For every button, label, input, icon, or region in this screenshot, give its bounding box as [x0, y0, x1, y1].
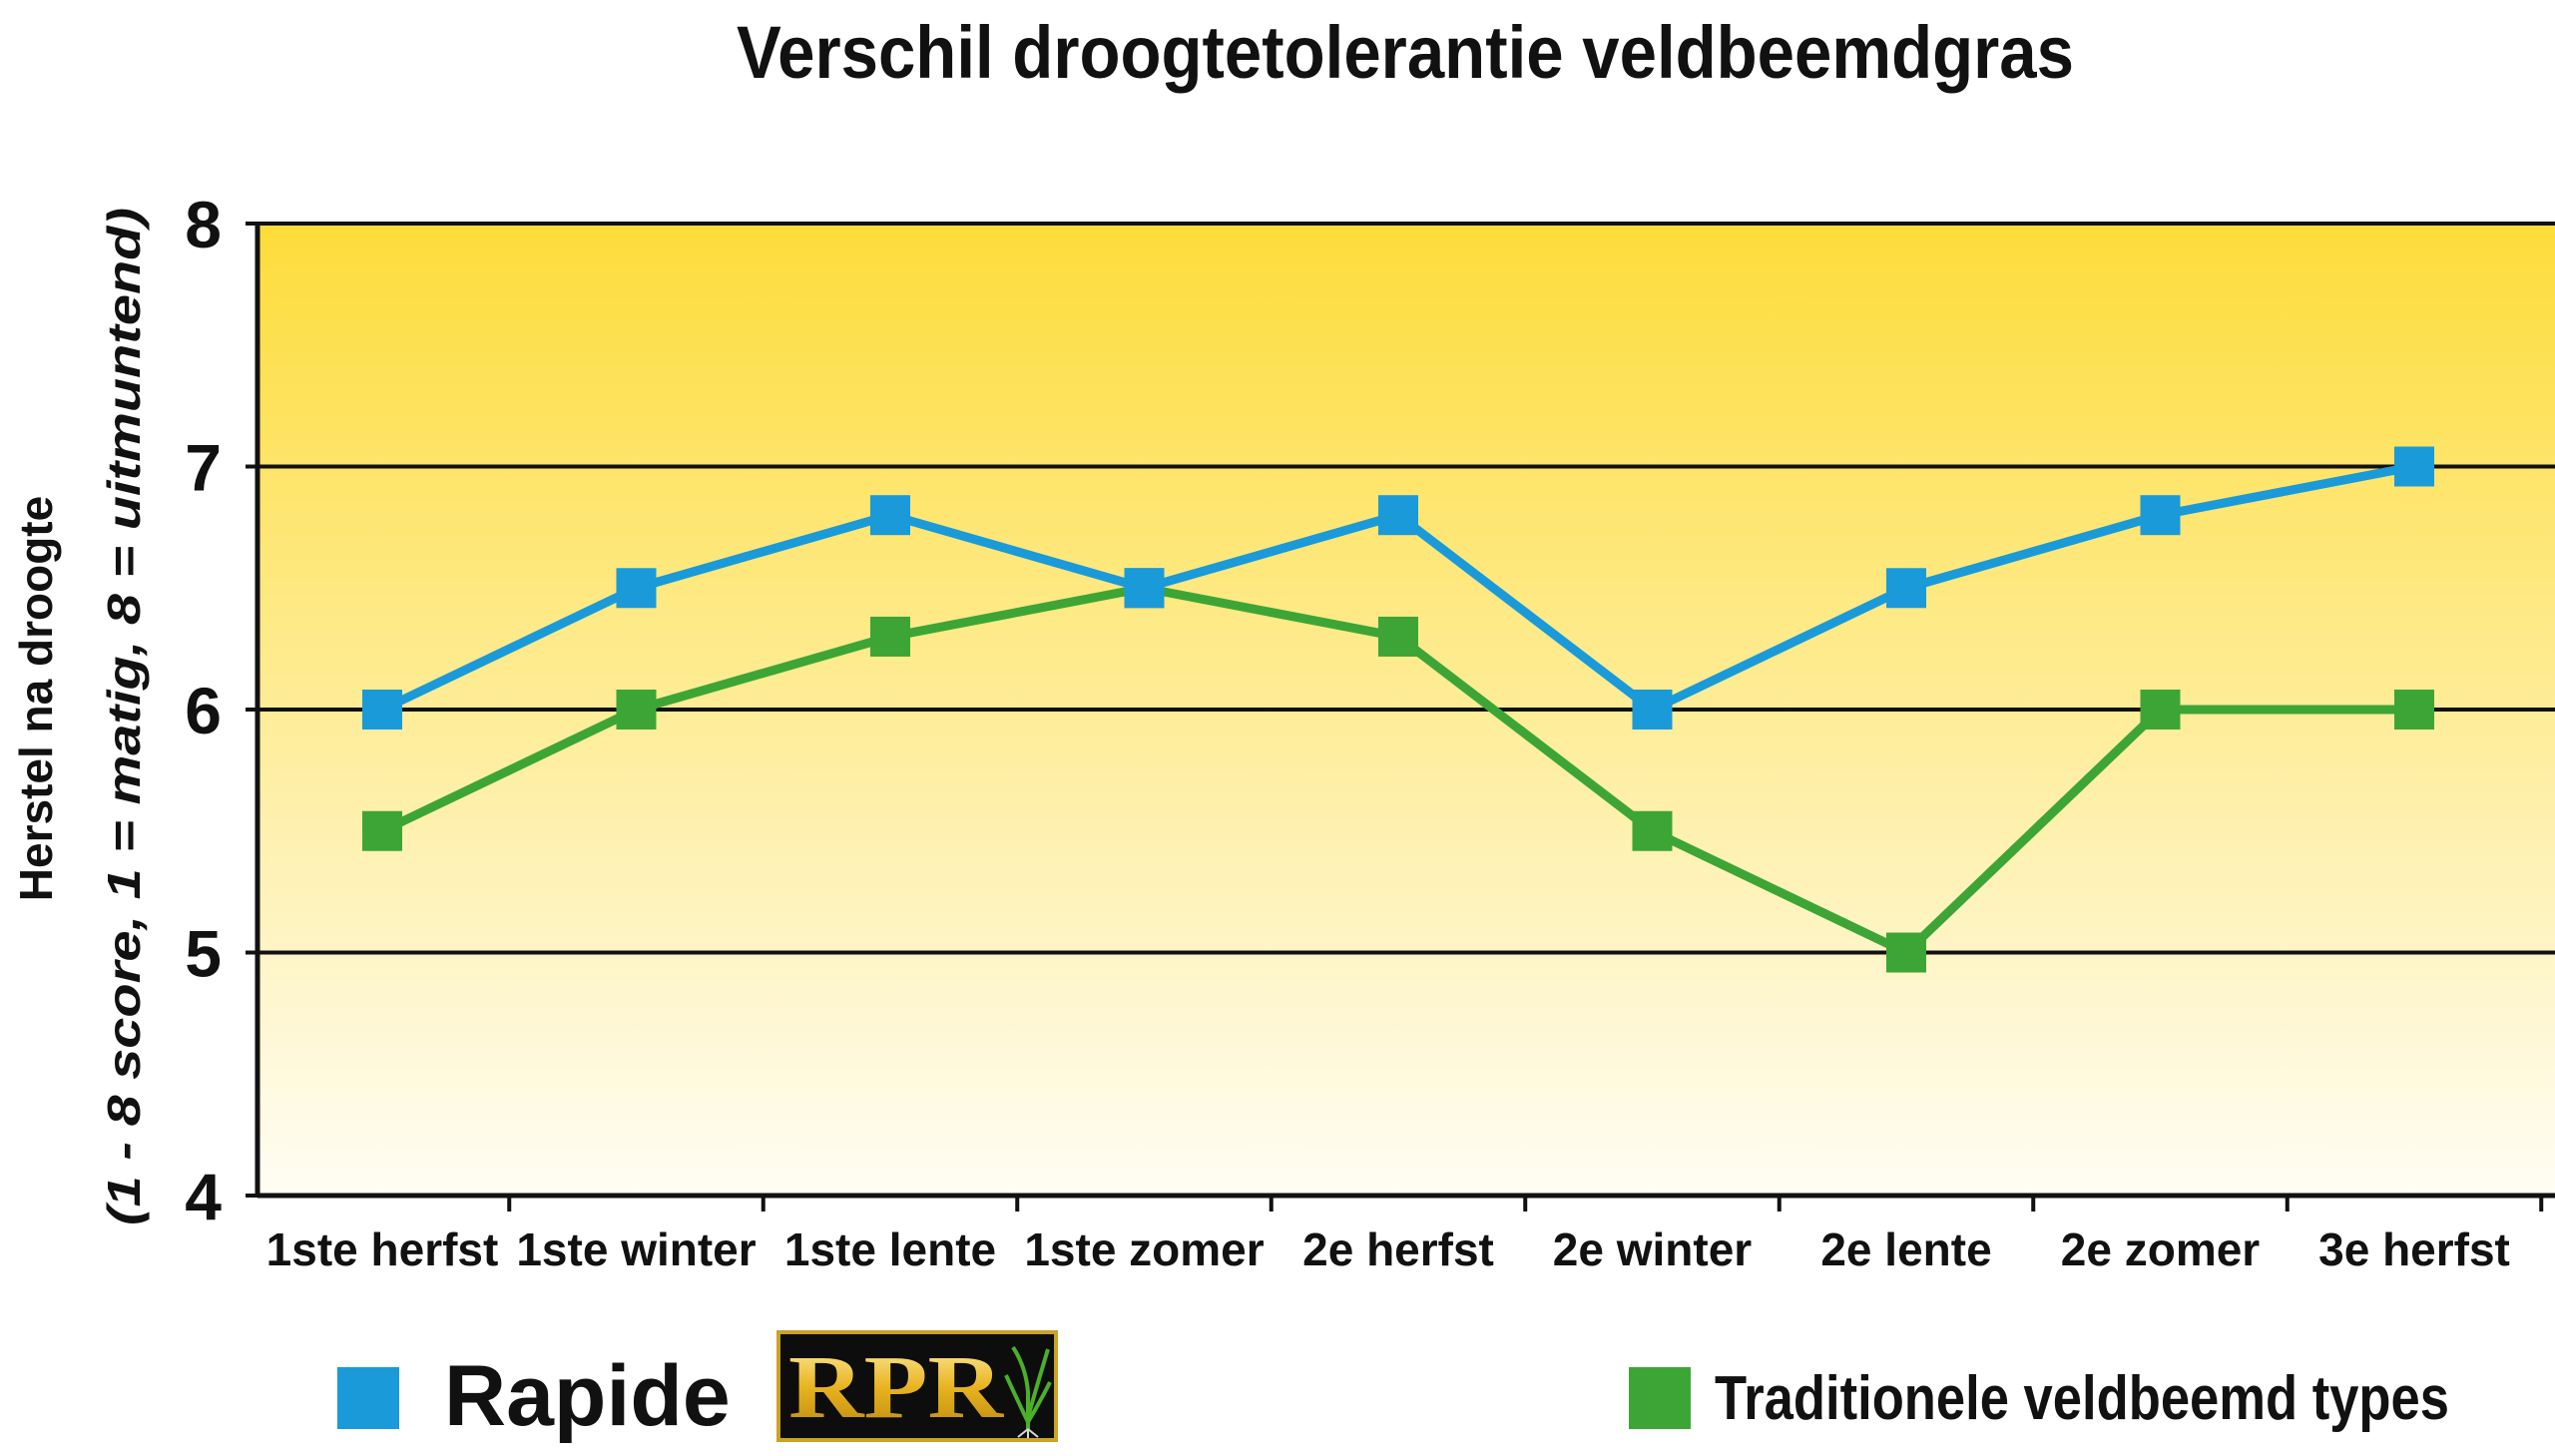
- data-point-rapide: [2394, 446, 2434, 487]
- legend-label-traditional: Traditionele veldbeemd types: [1715, 1364, 2449, 1433]
- data-point-traditionele-veldbeemd-types: [362, 810, 402, 851]
- data-point-rapide: [362, 690, 402, 729]
- y-ticks: 4 5 6 7 8: [185, 188, 257, 1233]
- x-tick-label: 1ste zomer: [1024, 1223, 1264, 1275]
- data-point-traditionele-veldbeemd-types: [870, 616, 910, 657]
- data-point-traditionele-veldbeemd-types: [2394, 690, 2434, 729]
- data-point-traditionele-veldbeemd-types: [1886, 932, 1926, 973]
- rpr-logo-text: RPR: [788, 1338, 1004, 1437]
- data-point-rapide: [1632, 690, 1673, 729]
- legend-label-rapide: Rapide: [444, 1348, 731, 1444]
- grass-icon: [1004, 1345, 1052, 1429]
- y-axis-label: Herstel na droogte: [10, 496, 62, 901]
- data-point-traditionele-veldbeemd-types: [2140, 690, 2181, 729]
- data-point-rapide: [870, 495, 910, 536]
- data-point-rapide: [1886, 568, 1926, 609]
- legend: Rapide RPR Traditionele veldbeemd types: [337, 1330, 2449, 1444]
- x-tick-label: 2e winter: [1553, 1223, 1753, 1275]
- y-tick-label: 6: [185, 674, 222, 747]
- series-rapide: [362, 446, 2434, 729]
- x-tick-label: 2e zomer: [2061, 1223, 2261, 1275]
- y-tick-label: 7: [185, 431, 222, 505]
- data-point-rapide: [2140, 495, 2181, 536]
- series-traditionele-veldbeemd-types: [362, 568, 2434, 973]
- data-point-traditionele-veldbeemd-types: [616, 690, 657, 729]
- rpr-logo: RPR: [776, 1330, 1058, 1442]
- data-point-rapide: [1378, 495, 1418, 536]
- legend-swatch-traditional: [1629, 1367, 1691, 1429]
- x-tick-label: 1ste lente: [784, 1223, 996, 1275]
- data-point-traditionele-veldbeemd-types: [1378, 616, 1418, 657]
- y-axis-sublabel: (1 - 8 score, 1 = matig, 8 = uitmuntend): [98, 208, 150, 1225]
- roots-icon: [1017, 1428, 1039, 1438]
- chart-title: Verschil droogtetolerantie veldbeemdgras: [737, 11, 2074, 94]
- x-ticks: 1ste herfst 1ste winter 1ste lente 1ste zom…: [266, 1196, 2544, 1275]
- data-point-rapide: [1124, 568, 1165, 609]
- y-tick-label: 8: [185, 188, 222, 261]
- x-tick-label: 2e lente: [1820, 1223, 1991, 1275]
- legend-swatch-rapide: [337, 1367, 399, 1429]
- y-tick-label: 5: [185, 917, 222, 991]
- y-tick-label: 4: [185, 1160, 222, 1233]
- series: [362, 446, 2434, 973]
- x-tick-label: 2e herfst: [1302, 1223, 1494, 1275]
- x-tick-label: 3e herfst: [2318, 1223, 2510, 1275]
- data-point-rapide: [616, 568, 657, 609]
- data-point-traditionele-veldbeemd-types: [1632, 810, 1673, 851]
- x-tick-label: 1ste winter: [516, 1223, 756, 1275]
- x-tick-label: 1ste herfst: [266, 1223, 499, 1275]
